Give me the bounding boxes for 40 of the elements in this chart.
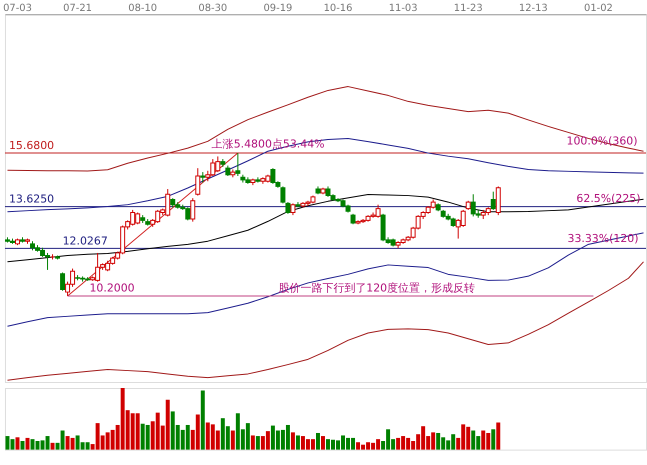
bar <box>496 422 500 450</box>
bar <box>200 390 205 450</box>
bar <box>290 432 295 450</box>
candlestick <box>235 152 240 177</box>
candlestick <box>225 165 230 177</box>
candlestick <box>290 202 296 216</box>
bar <box>256 436 260 450</box>
bar <box>230 430 235 450</box>
candlestick <box>350 213 356 225</box>
x-tick-label: 01-02 <box>584 2 613 14</box>
ref-line-label: 13.6250 <box>8 192 54 206</box>
bar <box>296 435 300 450</box>
candlestick <box>190 198 196 222</box>
annotation: 10.2000 <box>89 282 135 295</box>
bar <box>50 442 55 450</box>
x-tick-label: 08-30 <box>198 2 228 14</box>
bar <box>250 435 255 450</box>
candlestick <box>60 272 66 292</box>
ref-line-label: 12.0267 <box>62 234 108 248</box>
bar <box>320 436 325 450</box>
x-tick-label: 11-23 <box>454 2 483 14</box>
bar <box>16 437 20 450</box>
x-tick-label: 10-16 <box>324 2 352 14</box>
bar <box>26 438 30 450</box>
candlestick <box>466 200 471 210</box>
x-tick-label: 07-03 <box>3 2 32 14</box>
ref-line-label: 15.6800 <box>8 139 54 152</box>
candlestick <box>200 172 206 184</box>
x-tick-label: 11-03 <box>388 2 418 14</box>
candlestick <box>280 186 286 204</box>
bar <box>316 432 320 450</box>
candlestick <box>195 168 200 196</box>
candlestick <box>490 191 496 210</box>
bar <box>20 440 24 450</box>
x-tick-label: 08-10 <box>128 2 158 14</box>
x-tick-label: 07-21 <box>63 2 92 14</box>
candlestick <box>285 202 290 214</box>
x-tick-label: 09-19 <box>263 2 292 14</box>
x-tick-label: 12-13 <box>518 2 548 14</box>
annotation: 62.5%(225) <box>576 192 641 206</box>
